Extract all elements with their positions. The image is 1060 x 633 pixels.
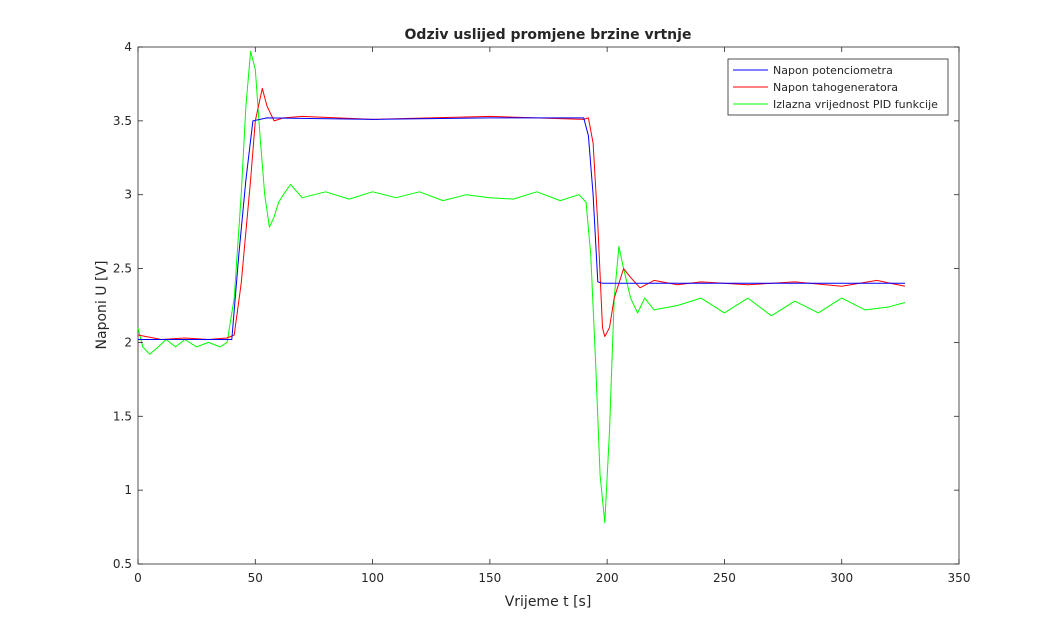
y-tick-label: 1.5 xyxy=(113,409,132,423)
x-tick-label: 50 xyxy=(248,571,263,585)
axes-ticks: 0 50 100 150 200 250 300 350 0.5 1 1.5 2 2.5 3 3.5 4 xyxy=(113,40,971,585)
legend-label-0: Napon potenciometra xyxy=(773,64,893,77)
legend-label-1: Napon tahogeneratora xyxy=(773,81,898,94)
x-tick-label: 350 xyxy=(948,571,971,585)
legend-label-2: Izlazna vrijednost PID funkcije xyxy=(773,98,938,111)
x-tick-label: 200 xyxy=(596,571,619,585)
x-tick-label: 250 xyxy=(713,571,736,585)
plot-area xyxy=(137,46,960,565)
series-layer xyxy=(137,50,906,524)
x-axis-label: Vrijeme t [s] xyxy=(505,594,592,610)
x-tick-label: 100 xyxy=(361,571,384,585)
chart-title: Odziv uslijed promjene brzine vrtnje xyxy=(405,27,692,43)
y-tick-label: 4 xyxy=(124,40,132,54)
y-tick-label: 2 xyxy=(124,335,132,349)
series-line-2 xyxy=(137,50,906,524)
series-line-1 xyxy=(137,87,906,340)
x-tick-label: 150 xyxy=(478,571,501,585)
y-axis-label: Naponi U [V] xyxy=(94,261,110,350)
legend: Napon potenciometra Napon tahogeneratora… xyxy=(727,58,949,116)
series-line-0 xyxy=(138,117,905,340)
x-tick-label: 0 xyxy=(134,571,142,585)
y-tick-label: 1 xyxy=(124,483,132,497)
x-tick-label: 300 xyxy=(830,571,853,585)
y-tick-label: 2.5 xyxy=(113,262,132,276)
y-tick-label: 3 xyxy=(124,188,132,202)
y-tick-label: 3.5 xyxy=(113,114,132,128)
y-tick-label: 0.5 xyxy=(113,557,132,571)
